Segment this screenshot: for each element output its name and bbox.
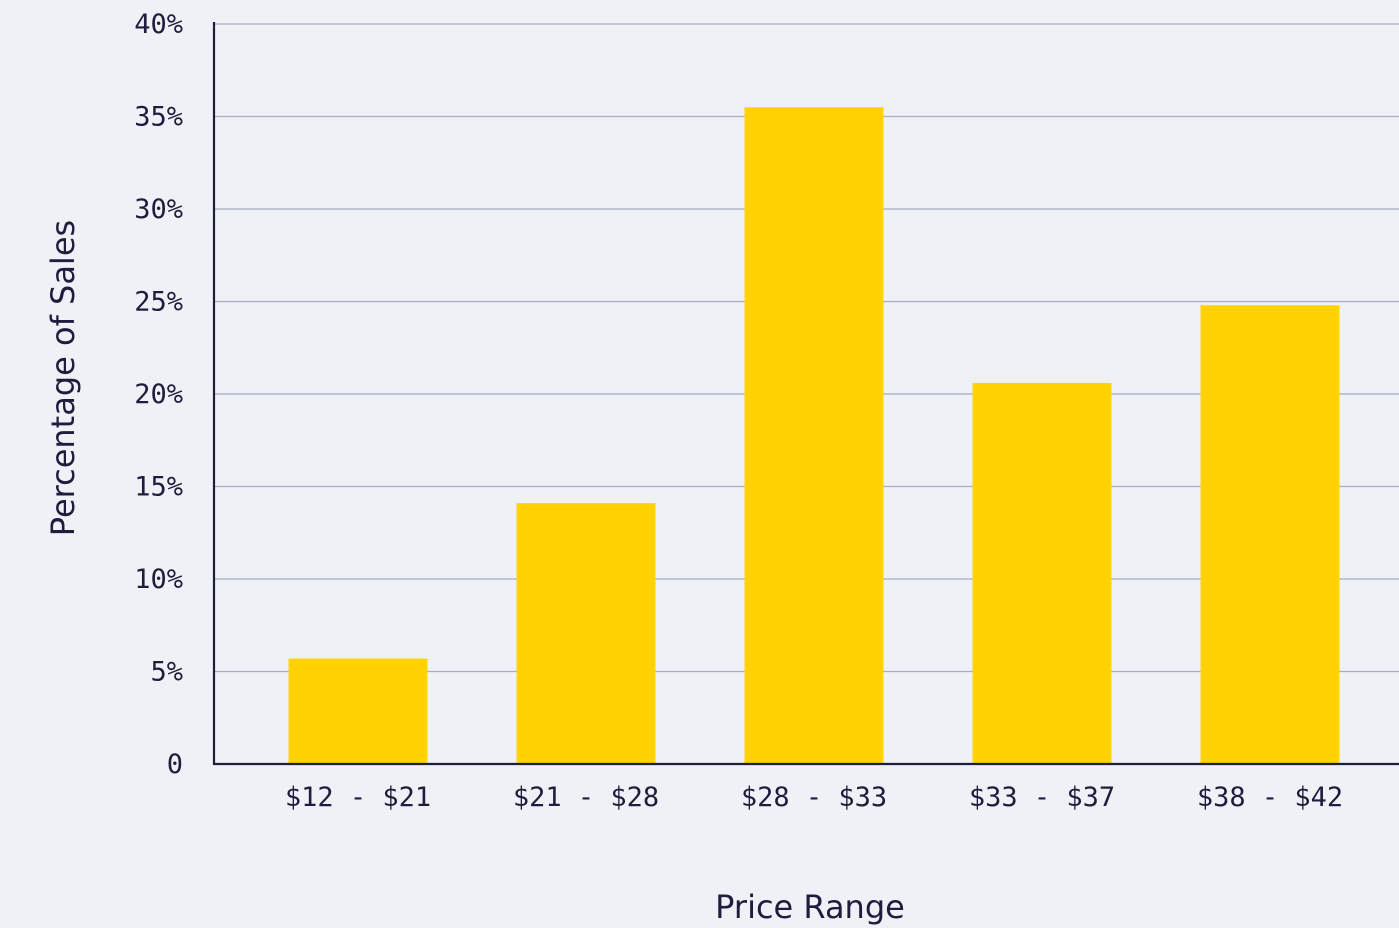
- x-tick-label: $21 - $28: [513, 782, 659, 813]
- bar: [288, 658, 428, 764]
- x-axis-title: Price Range: [715, 888, 905, 926]
- axes: [212, 22, 1399, 766]
- x-tick-label: $38 - $42: [1197, 782, 1343, 813]
- y-axis-title: Percentage of Sales: [44, 220, 82, 536]
- y-tick-label: 20%: [134, 379, 183, 410]
- x-tick-label: $28 - $33: [741, 782, 887, 813]
- bar: [972, 382, 1112, 764]
- bar: [516, 503, 656, 764]
- y-tick-label: 35%: [134, 102, 183, 133]
- bars: [288, 107, 1340, 764]
- y-tick-label: 15%: [134, 472, 183, 503]
- bar: [744, 107, 884, 764]
- x-tick-label: $12 - $21: [285, 782, 431, 813]
- y-tick-label: 25%: [134, 287, 183, 318]
- y-tick-labels: 0 5% 10% 15% 20% 25% 30% 35% 40%: [134, 9, 183, 780]
- x-tick-label: $33 - $37: [969, 782, 1115, 813]
- bar: [1200, 305, 1340, 764]
- x-tick-labels: $12 - $21 $21 - $28 $28 - $33 $33 - $37 $38 …: [285, 782, 1343, 813]
- y-tick-label: 10%: [134, 564, 183, 595]
- y-tick-label: 0: [167, 749, 183, 780]
- y-tick-label: 30%: [134, 194, 183, 225]
- y-tick-label: 40%: [134, 9, 183, 40]
- y-tick-label: 5%: [150, 657, 183, 688]
